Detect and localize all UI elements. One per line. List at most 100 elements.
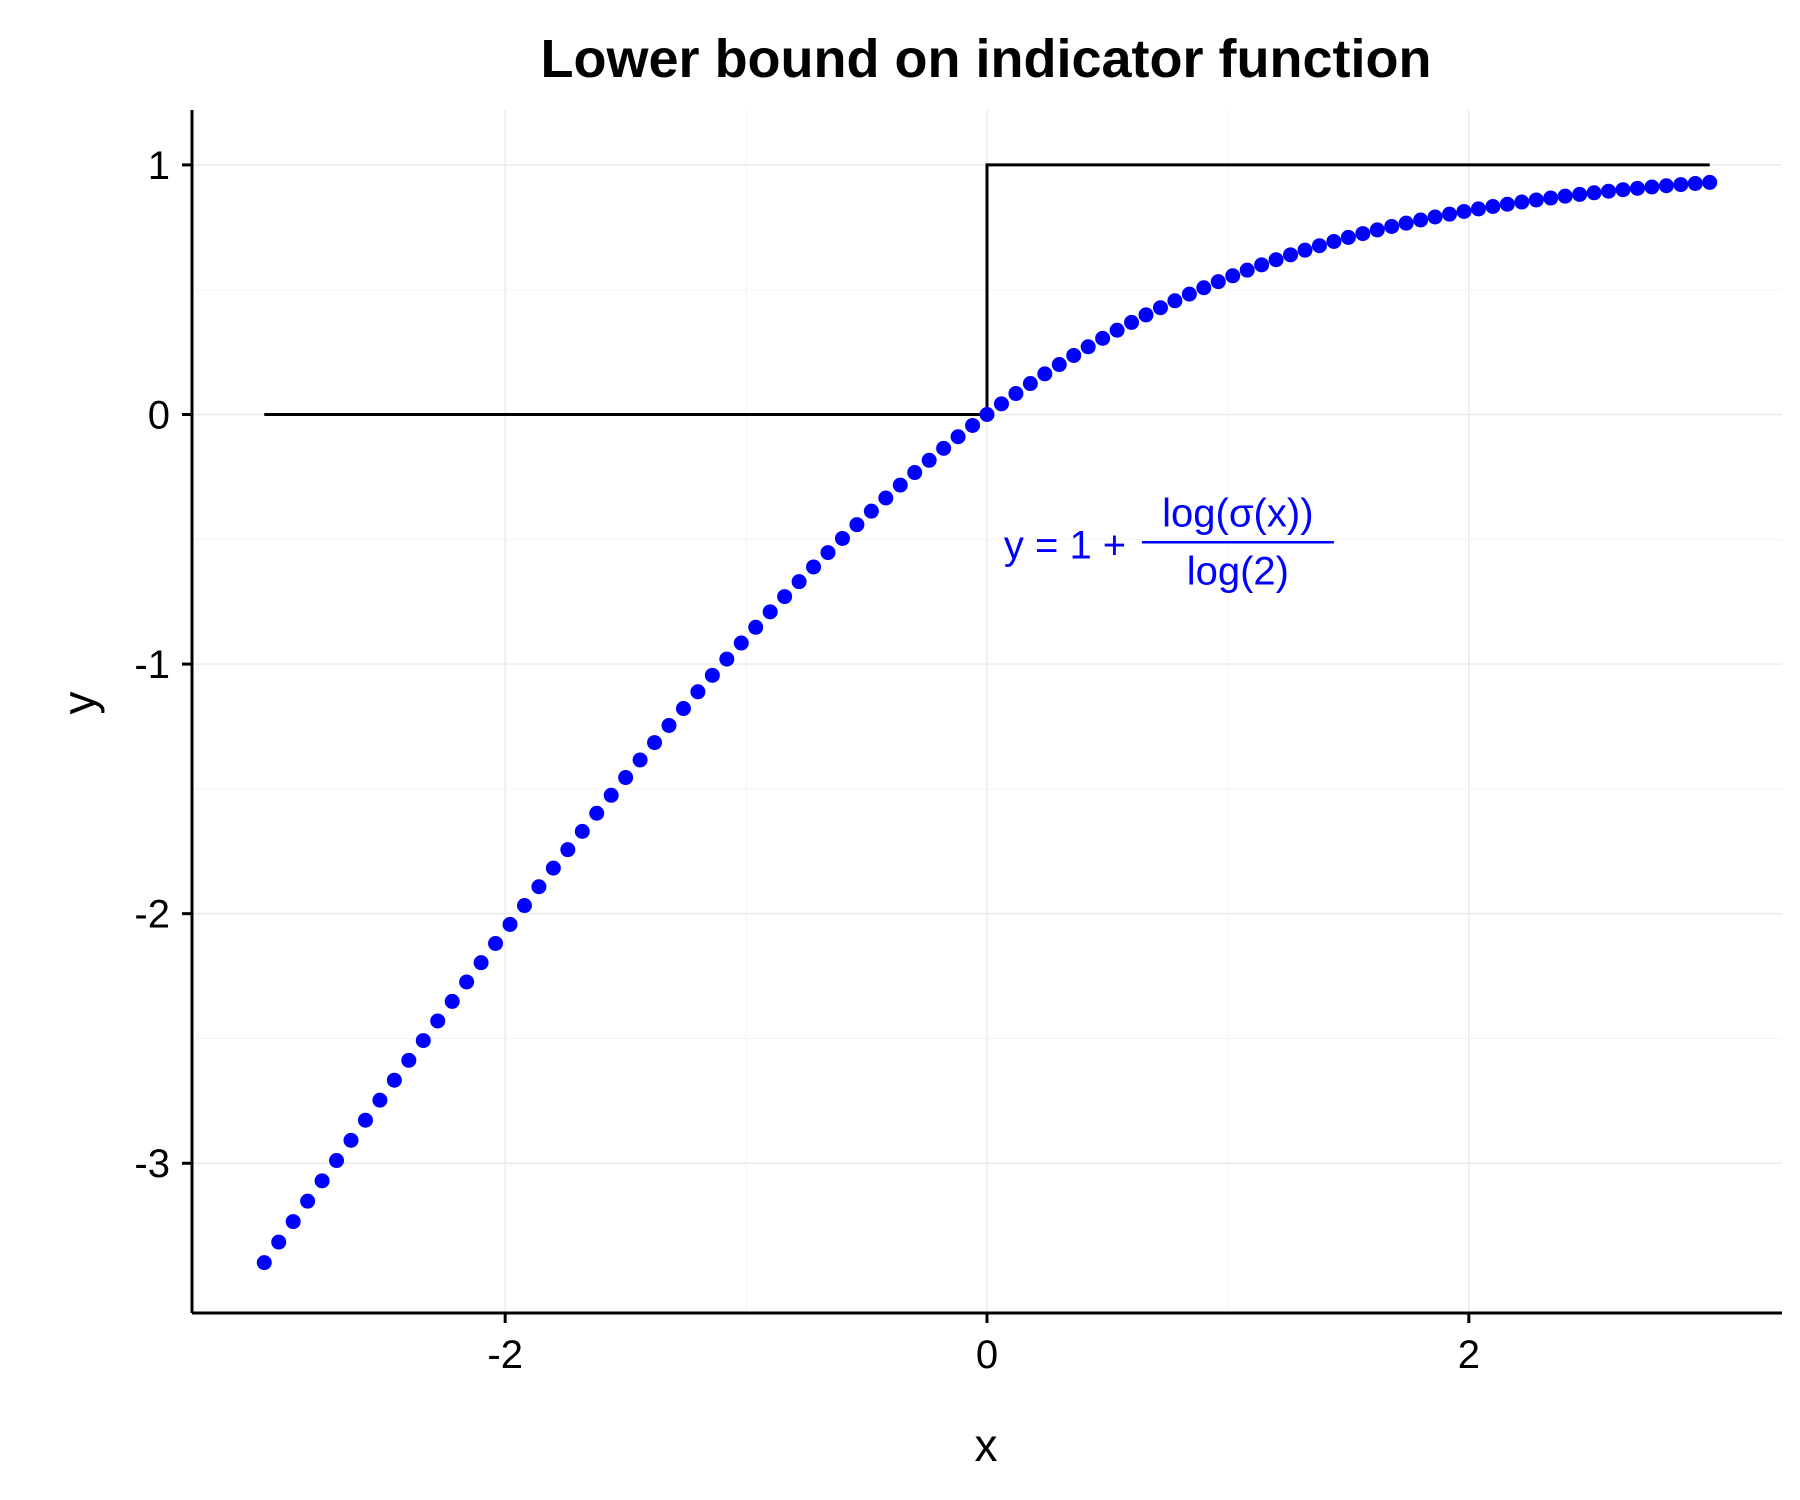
lower-bound-point: [647, 735, 663, 751]
lower-bound-point: [531, 879, 547, 895]
lower-bound-point: [777, 589, 793, 605]
lower-bound-point: [589, 805, 605, 821]
lower-bound-point: [965, 417, 981, 433]
lower-bound-point: [1051, 357, 1067, 373]
lower-bound-point: [574, 823, 590, 839]
lower-bound-point: [1601, 183, 1617, 199]
lower-bound-point: [1355, 226, 1371, 242]
lower-bound-point: [1066, 347, 1082, 363]
formula-lhs: y = 1 +: [1004, 523, 1126, 567]
lower-bound-point: [675, 701, 691, 717]
lower-bound-point: [545, 860, 561, 876]
x-tick-label: 2: [1458, 1333, 1480, 1377]
lower-bound-point: [1225, 268, 1241, 284]
lower-bound-point: [1384, 218, 1400, 234]
lower-bound-point: [285, 1214, 301, 1230]
lower-bound-point: [1658, 178, 1674, 194]
lower-bound-point: [1152, 300, 1168, 316]
lower-bound-point: [415, 1033, 431, 1049]
plot-series: [256, 163, 1718, 1271]
lower-bound-point: [748, 619, 764, 635]
lower-bound-point: [950, 429, 966, 445]
lower-bound-point: [271, 1234, 287, 1250]
y-tick-label: -2: [134, 893, 170, 937]
lower-bound-point: [1369, 222, 1385, 238]
y-axis-label: y: [53, 692, 105, 715]
lower-bound-point: [1109, 322, 1125, 338]
indicator-step-line: [264, 163, 1710, 416]
lower-bound-point: [791, 574, 807, 590]
y-tick-label: -3: [134, 1142, 170, 1186]
axis-ticks: -2 0 2 -3 -2 -1 0 1: [134, 144, 1480, 1377]
lower-bound-point: [1239, 262, 1255, 278]
lower-bound-point: [1167, 293, 1183, 309]
lower-bound-point: [444, 993, 460, 1009]
lower-bound-point: [357, 1112, 373, 1128]
y-tick-label: 1: [148, 144, 170, 188]
lower-bound-point: [560, 842, 576, 858]
lower-bound-point: [1022, 376, 1038, 392]
lower-bound-point: [1557, 188, 1573, 204]
lower-bound-point: [1586, 185, 1602, 201]
lower-bound-point: [834, 530, 850, 546]
lower-bound-point: [459, 974, 475, 990]
lower-bound-point: [979, 406, 995, 422]
lower-bound-point: [1456, 203, 1472, 219]
lower-bound-point: [632, 752, 648, 768]
lower-bound-point: [719, 651, 735, 667]
lower-bound-point: [936, 440, 952, 456]
lower-bound-point: [1037, 366, 1053, 382]
lower-bound-point: [1340, 229, 1356, 245]
lower-bound-point: [993, 396, 1009, 412]
lower-bound-point: [488, 935, 504, 951]
y-tick-label: 0: [148, 393, 170, 437]
lower-bound-point: [1687, 175, 1703, 191]
lower-bound-point: [1427, 209, 1443, 225]
lower-bound-point: [1514, 194, 1530, 210]
lower-bound-point: [372, 1092, 388, 1108]
lower-bound-point: [762, 604, 778, 620]
lower-bound-point: [401, 1052, 417, 1068]
x-tick-label: 0: [976, 1333, 998, 1377]
formula-numerator: log(σ(x)): [1162, 491, 1313, 535]
lower-bound-point: [1442, 206, 1458, 222]
lower-bound-point: [473, 955, 489, 971]
lower-bound-point: [892, 477, 908, 493]
lower-bound-point: [618, 770, 634, 786]
lower-bound-point: [1283, 247, 1299, 263]
lower-bound-point: [907, 465, 923, 481]
lower-bound-point: [516, 898, 532, 914]
lower-bound-point: [1629, 180, 1645, 196]
lower-bound-point: [1268, 252, 1284, 268]
lower-bound-point: [1644, 179, 1660, 195]
lower-bound-point: [1196, 280, 1212, 296]
lower-bound-point: [1210, 274, 1226, 290]
lower-bound-point: [1615, 182, 1631, 198]
lower-bound-point: [878, 490, 894, 506]
lower-bound-point: [1297, 242, 1313, 258]
lower-bound-point: [849, 517, 865, 533]
lower-bound-point: [603, 787, 619, 803]
lower-bound-point: [690, 684, 706, 700]
lower-bound-point: [1673, 177, 1689, 193]
lower-bound-point: [1499, 196, 1515, 212]
lower-bound-point: [1413, 212, 1429, 228]
lower-bound-point: [733, 635, 749, 651]
y-tick-label: -1: [134, 643, 170, 687]
lower-bound-point: [329, 1153, 345, 1169]
lower-bound-point: [430, 1013, 446, 1029]
lower-bound-point: [1138, 307, 1154, 323]
lower-bound-point: [1181, 286, 1197, 302]
lower-bound-point: [704, 667, 720, 683]
lower-bound-point: [1080, 339, 1096, 355]
lower-bound-point: [1398, 215, 1414, 231]
lower-bound-point: [1543, 190, 1559, 206]
lower-bound-point: [1326, 233, 1342, 249]
lower-bound-point: [1311, 238, 1327, 254]
x-tick-label: -2: [487, 1333, 523, 1377]
formula-annotation: y = 1 + log(σ(x)) log(2): [1004, 491, 1334, 593]
formula-denominator: log(2): [1187, 549, 1289, 593]
lower-bound-point: [256, 1255, 272, 1271]
